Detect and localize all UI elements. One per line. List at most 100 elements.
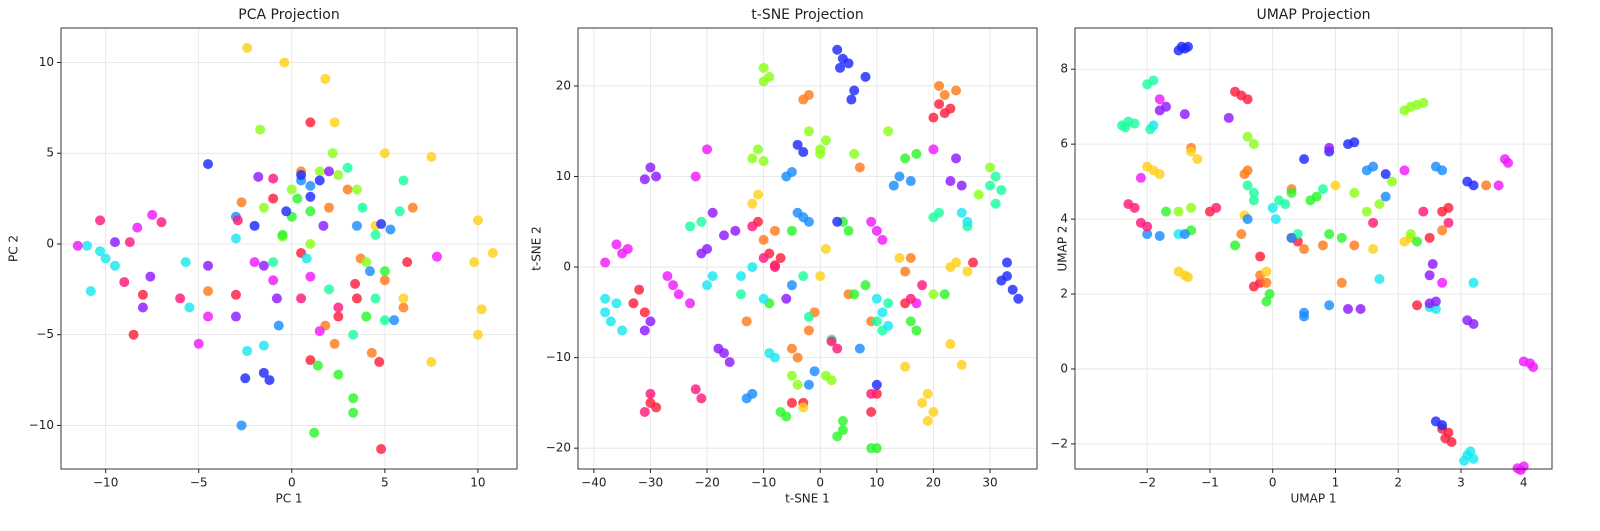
point (376, 444, 387, 455)
point (962, 216, 973, 227)
point (798, 94, 809, 105)
point (1324, 142, 1335, 153)
point (1135, 172, 1146, 183)
point (318, 220, 329, 231)
point (803, 216, 814, 227)
point (379, 315, 390, 326)
point (832, 343, 843, 354)
point (249, 220, 260, 231)
point (747, 221, 758, 232)
point (1176, 41, 1187, 52)
point (1129, 118, 1140, 129)
point (1182, 272, 1193, 283)
y-axis-label: PC 2 (7, 235, 21, 262)
x-tick-label: −10 (93, 476, 118, 490)
point (296, 293, 307, 304)
panel: −10 −5 0 5 10 −10 −5 0 5 10 PCA Projection PC 1 PC 2 (7, 7, 518, 506)
point (376, 219, 387, 229)
point (1154, 105, 1165, 116)
point (1317, 240, 1328, 251)
plot-frame (60, 27, 518, 470)
point (351, 220, 362, 231)
point (327, 148, 338, 159)
point (871, 379, 882, 390)
point (314, 326, 325, 337)
point (849, 148, 860, 159)
point (928, 144, 939, 155)
point (651, 171, 662, 182)
point (871, 443, 882, 454)
point (775, 253, 786, 264)
point (883, 320, 894, 331)
point (109, 260, 120, 271)
point (1242, 180, 1253, 191)
point (333, 311, 344, 322)
point (877, 307, 888, 318)
point (803, 325, 814, 336)
point (329, 338, 340, 349)
point (1299, 244, 1310, 255)
point (951, 153, 962, 164)
point (279, 57, 290, 68)
point (815, 148, 826, 159)
point (786, 343, 797, 354)
point (758, 293, 769, 304)
x-axis-label: PC 1 (275, 492, 302, 506)
point (752, 189, 763, 200)
point (939, 90, 950, 101)
point (928, 289, 939, 300)
point (426, 151, 437, 162)
point (1129, 202, 1140, 213)
point (271, 293, 282, 304)
point (236, 420, 247, 431)
point (342, 184, 353, 195)
point (1142, 229, 1153, 240)
point (1465, 446, 1476, 457)
point (956, 180, 967, 191)
point (871, 225, 882, 236)
point (792, 352, 803, 363)
x-tick-label: 5 (381, 476, 389, 490)
point (786, 280, 797, 291)
point (1418, 97, 1429, 108)
point (487, 248, 498, 259)
y-tick-label: 0 (1060, 361, 1068, 375)
point (798, 271, 809, 282)
y-axis-label: t-SNE 2 (530, 226, 544, 271)
y-tick-label: 10 (556, 169, 571, 183)
x-tick-label: −20 (694, 476, 719, 490)
point (1255, 251, 1266, 262)
point (645, 162, 656, 173)
point (781, 411, 792, 422)
point (1412, 236, 1423, 247)
point (747, 262, 758, 273)
point (1248, 139, 1259, 150)
point (264, 375, 275, 386)
point (815, 271, 826, 282)
point (348, 407, 359, 418)
point (985, 162, 996, 173)
point (758, 253, 769, 264)
point (792, 139, 803, 150)
y-tick-label: −10 (546, 350, 571, 364)
point (1248, 195, 1259, 206)
point (685, 298, 696, 309)
point (883, 298, 894, 309)
point (128, 329, 139, 340)
point (888, 180, 899, 191)
y-tick-label: 8 (1060, 62, 1068, 76)
point (702, 144, 713, 155)
point (1248, 187, 1259, 198)
point (351, 293, 362, 304)
point (351, 184, 362, 195)
point (803, 126, 814, 137)
point (826, 336, 837, 347)
point (95, 246, 106, 257)
point (402, 257, 413, 268)
point (301, 253, 312, 264)
point (268, 193, 279, 204)
point (962, 266, 973, 277)
point (1437, 420, 1448, 431)
point (690, 384, 701, 395)
point (255, 124, 266, 135)
